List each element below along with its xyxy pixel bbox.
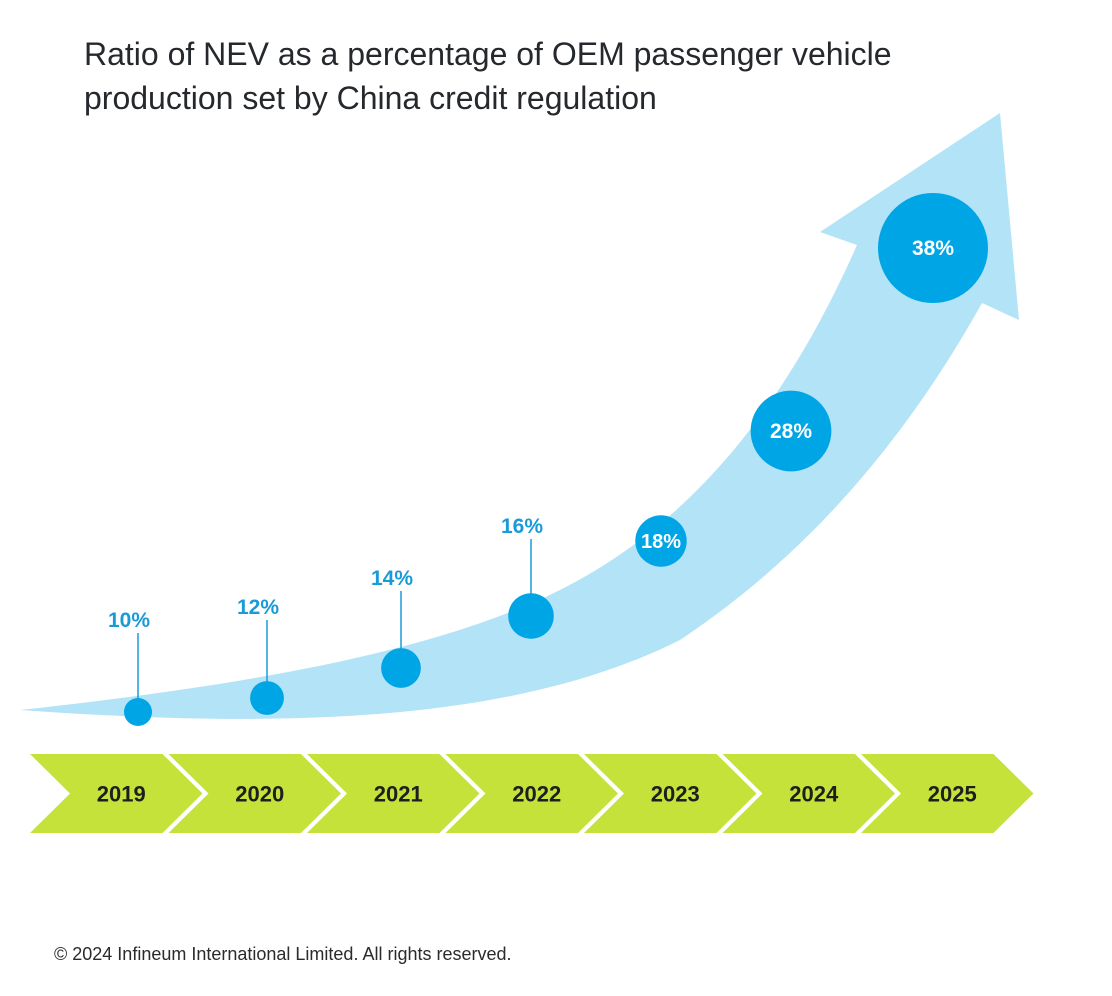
year-label: 2025 bbox=[928, 782, 977, 807]
data-point bbox=[508, 593, 554, 639]
year-label: 2023 bbox=[651, 782, 700, 807]
year-label: 2022 bbox=[512, 782, 561, 807]
data-point bbox=[635, 515, 687, 567]
copyright-footer: © 2024 Infineum International Limited. A… bbox=[54, 944, 512, 964]
data-markers: 10% 12% 14% 16% 18% 28% 38% bbox=[108, 193, 988, 726]
data-point bbox=[750, 390, 832, 472]
data-point bbox=[124, 698, 152, 726]
year-chevron bbox=[722, 754, 895, 833]
year-chevron bbox=[168, 754, 341, 833]
year-label: 2021 bbox=[374, 782, 423, 807]
value-label: 28% bbox=[770, 420, 812, 443]
year-chevron bbox=[584, 754, 757, 833]
year-chevron bbox=[307, 754, 480, 833]
value-label: 12% bbox=[237, 596, 279, 619]
value-label: 38% bbox=[912, 237, 954, 260]
value-label: 14% bbox=[371, 567, 413, 590]
year-chevron bbox=[445, 754, 618, 833]
year-timeline: 2019 2020 2021 2022 2023 2024 2025 bbox=[30, 754, 1034, 833]
trend-arrow bbox=[20, 113, 1019, 719]
data-point bbox=[878, 193, 988, 303]
value-label: 10% bbox=[108, 609, 150, 632]
data-point bbox=[381, 648, 421, 688]
value-label: 16% bbox=[501, 515, 543, 538]
year-label: 2019 bbox=[97, 782, 146, 807]
chart-title: Ratio of NEV as a percentage of OEM pass… bbox=[84, 36, 892, 116]
year-chevron bbox=[861, 754, 1034, 833]
year-label: 2020 bbox=[235, 782, 284, 807]
data-point bbox=[250, 681, 284, 715]
value-label: 18% bbox=[641, 531, 681, 553]
year-label: 2024 bbox=[789, 782, 839, 807]
year-chevron bbox=[30, 754, 203, 833]
